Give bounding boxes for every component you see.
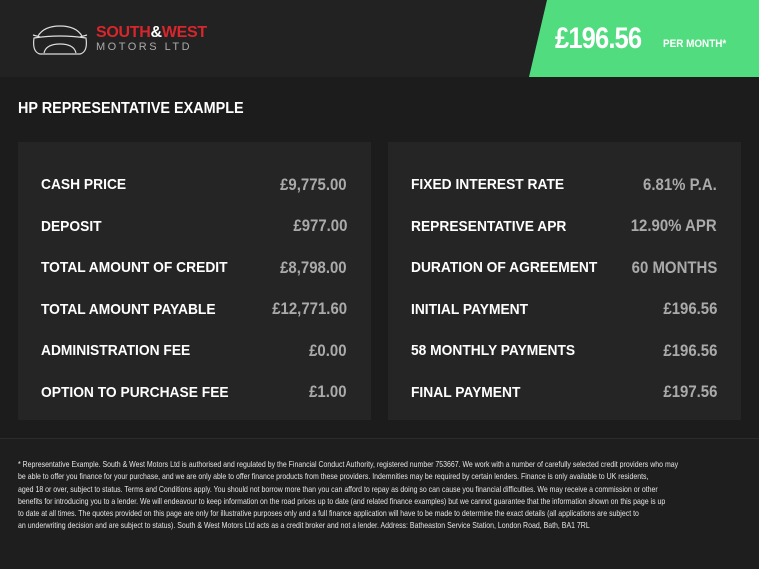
finance-value: 60 MONTHS [631,257,717,277]
logo-south: SOUTH [96,24,151,41]
finance-value: £977.00 [292,216,347,236]
finance-label: INITIAL PAYMENT [411,300,529,318]
logo[interactable]: SOUTH&WEST MOTORS LTD [30,22,207,56]
disclaimer-line: be able to offer you finance for your pu… [18,471,649,482]
finance-row: FINAL PAYMENT £197.56 [411,372,717,414]
finance-value: 12.90% APR [631,216,717,236]
disclaimer-line: aged 18 or over, subject to status. Term… [18,483,658,494]
car-logo-icon [32,25,88,55]
finance-row: CASH PRICE £9,775.00 [41,164,347,206]
per-month-label: PER MONTH* [663,38,727,50]
finance-row: 58 MONTHLY PAYMENTS £196.56 [411,330,717,372]
finance-value: £196.56 [662,340,717,360]
finance-row: REPRESENTATIVE APR 12.90% APR [411,206,717,248]
page-title: HP REPRESENTATIVE EXAMPLE [18,100,244,117]
finance-row: DEPOSIT £977.00 [41,206,347,248]
finance-value: £9,775.00 [280,174,347,194]
finance-label: TOTAL AMOUNT PAYABLE [41,300,216,318]
monthly-price: £196.56 [555,22,642,55]
finance-label: DEPOSIT [41,217,102,235]
disclaimer-line: an underwriting decision and are subject… [18,520,590,531]
finance-row: DURATION OF AGREEMENT 60 MONTHS [411,247,717,289]
finance-row: OPTION TO PURCHASE FEE £1.00 [41,372,347,414]
logo-west: WEST [161,24,207,41]
disclaimer: * Representative Example. South & West M… [0,438,759,569]
finance-row: TOTAL AMOUNT PAYABLE £12,771.60 [41,289,347,331]
finance-row: ADMINISTRATION FEE £0.00 [41,330,347,372]
header: SOUTH&WEST MOTORS LTD £196.56 PER MONTH* [0,0,759,77]
finance-label: CASH PRICE [41,176,127,194]
logo-subtitle: MOTORS LTD [96,41,193,53]
finance-label: TOTAL AMOUNT OF CREDIT [41,259,228,277]
finance-label: OPTION TO PURCHASE FEE [41,383,229,401]
finance-label: 58 MONTHLY PAYMENTS [411,342,576,360]
finance-panel-left: CASH PRICE £9,775.00 DEPOSIT £977.00 TOTAL A… [18,142,371,420]
finance-label: ADMINISTRATION FEE [41,342,191,360]
finance-row: FIXED INTEREST RATE 6.81% P.A. [411,164,717,206]
finance-value: 6.81% P.A. [643,174,717,194]
disclaimer-line: benefits for introducing you to a lender… [18,495,666,506]
finance-row: TOTAL AMOUNT OF CREDIT £8,798.00 [41,247,347,289]
finance-value: £197.56 [662,382,717,402]
finance-label: FIXED INTEREST RATE [411,176,565,194]
finance-label: FINAL PAYMENT [411,383,521,401]
disclaimer-line: to date at all times. The quotes provide… [18,508,639,519]
finance-value: £12,771.60 [272,299,347,319]
disclaimer-line: * Representative Example. South & West M… [18,459,679,469]
finance-value: £8,798.00 [280,257,347,277]
finance-label: REPRESENTATIVE APR [411,217,567,235]
finance-label: DURATION OF AGREEMENT [411,259,598,277]
finance-value: £1.00 [309,382,347,402]
finance-row: INITIAL PAYMENT £196.56 [411,289,717,331]
logo-amp: & [150,24,163,41]
finance-value: £0.00 [309,340,347,360]
finance-panel-right: FIXED INTEREST RATE 6.81% P.A. REPRESENTAT… [388,142,741,420]
monthly-price-banner: £196.56 PER MONTH* [529,0,759,77]
finance-value: £196.56 [662,299,717,319]
